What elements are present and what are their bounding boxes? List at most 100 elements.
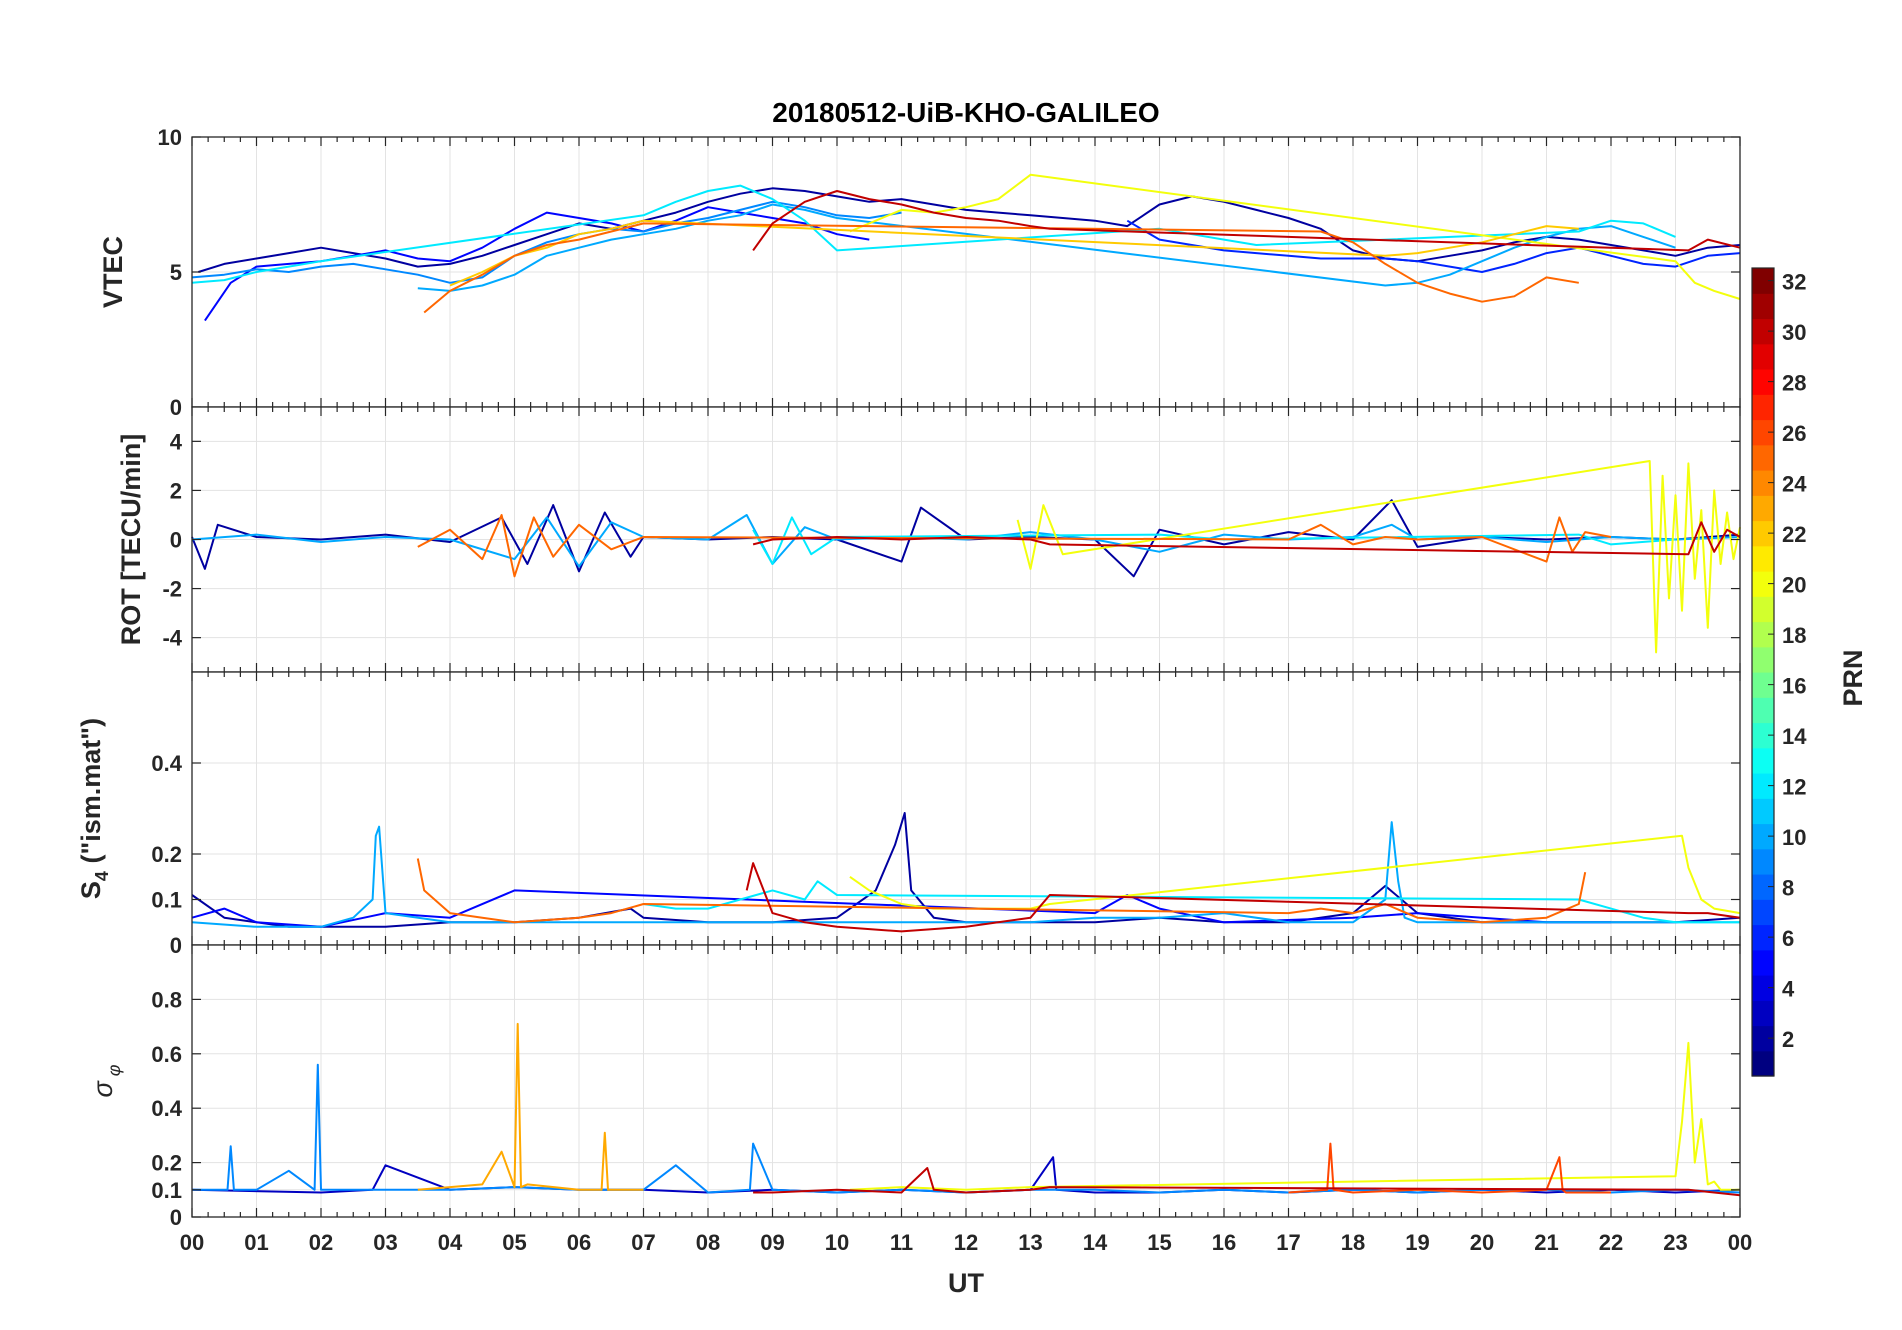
colorbar-segment [1752, 874, 1774, 900]
colorbar-tick-label: 24 [1782, 472, 1807, 497]
x-tick-label: 01 [244, 1230, 268, 1255]
series-prn-12 [191, 184, 1676, 284]
colorbar-segment [1752, 293, 1774, 320]
x-tick-label: 02 [309, 1230, 333, 1255]
series-prn-2 [191, 812, 1741, 928]
x-tick-label: 00 [180, 1230, 204, 1255]
y-tick-label: 0.4 [151, 1096, 182, 1121]
colorbar-segment [1752, 924, 1774, 951]
colorbar-segment [1752, 722, 1774, 749]
colorbar-tick-label: 16 [1782, 674, 1806, 699]
x-tick-label: 14 [1083, 1230, 1108, 1255]
series-prn-25 [417, 514, 1612, 578]
x-tick-label: 13 [1018, 1230, 1042, 1255]
x-tick-label: 21 [1534, 1230, 1558, 1255]
y-tick-label: 0.6 [151, 1042, 182, 1067]
x-tick-label: 03 [373, 1230, 397, 1255]
y-tick-label: 0 [170, 933, 182, 958]
x-tick-label: 09 [760, 1230, 784, 1255]
series-prn-6 [1126, 219, 1741, 273]
series-prn-12 [752, 516, 1676, 565]
series-prn-2 [198, 187, 1741, 273]
colorbar-segment [1752, 596, 1774, 623]
colorbar-tick-label: 4 [1782, 977, 1795, 1002]
y-tick-label: 0 [170, 528, 182, 553]
x-axis-label: UT [948, 1268, 984, 1298]
series-prn-10 [417, 203, 1676, 292]
x-tick-label: 00 [1728, 1230, 1752, 1255]
y-tick-label: 0.4 [151, 751, 182, 776]
colorbar-segment [1752, 343, 1774, 370]
series-prn-5 [204, 206, 870, 322]
x-tick-label: 10 [825, 1230, 849, 1255]
y-tick-label: 0.2 [151, 1151, 182, 1176]
y-tick-label: 0 [170, 1205, 182, 1230]
colorbar-tick-label: 22 [1782, 522, 1806, 547]
x-tick-label: 17 [1276, 1230, 1300, 1255]
series-prn-30 [753, 1167, 1741, 1197]
x-tick-label: 22 [1599, 1230, 1623, 1255]
x-tick-label: 05 [502, 1230, 526, 1255]
y-tick-label: 0.1 [151, 1178, 182, 1203]
colorbar-segment [1752, 444, 1774, 471]
colorbar-segment [1752, 672, 1774, 698]
colorbar-segment [1752, 419, 1774, 446]
x-tick-label: 16 [1212, 1230, 1236, 1255]
colorbar-segment [1752, 823, 1774, 850]
colorbar-segment [1752, 571, 1774, 597]
colorbar-segment [1752, 470, 1774, 496]
colorbar-segment [1752, 773, 1774, 799]
colorbar-tick-label: 20 [1782, 573, 1806, 598]
colorbar-segment [1752, 975, 1774, 1001]
series-prn-20 [849, 173, 1741, 300]
panel-sigma_phi: 00.10.2 0.4 0.6 0.8 σ φ [88, 944, 1741, 1230]
x-tick-label: 08 [696, 1230, 720, 1255]
colorbar-segment [1752, 495, 1774, 522]
colorbar-frame [1751, 267, 1775, 1077]
y-tick-label: 0.2 [151, 842, 182, 867]
x-tick-label: 23 [1663, 1230, 1687, 1255]
panel-s4: 0 0.1 0.2 0.4 S4 ("ism.mat") [76, 671, 1741, 958]
chart-title: 20180512-UiB-KHO-GALILEO [772, 97, 1159, 128]
colorbar-segment [1752, 394, 1774, 421]
x-tick-label: 19 [1405, 1230, 1429, 1255]
x-tick-label: 04 [438, 1230, 463, 1255]
colorbar-segment [1752, 1025, 1774, 1052]
colorbar-segment [1752, 1000, 1774, 1027]
colorbar-segment [1752, 848, 1774, 875]
colorbar-tick-label: 2 [1782, 1027, 1794, 1052]
y-tick-label: 0 [170, 395, 182, 420]
colorbar-segment [1752, 369, 1774, 395]
series-prn-30 [752, 521, 1741, 556]
x-tick-label: 12 [954, 1230, 978, 1255]
series-prn-25 [423, 222, 1579, 314]
series-prn-30 [752, 190, 1741, 252]
colorbar-tick-label: 14 [1782, 724, 1807, 749]
colorbar-tick-label: 6 [1782, 926, 1794, 951]
colorbar-label: PRN [1838, 649, 1868, 706]
y-tick-label: 4 [170, 429, 183, 454]
series-prn-25 [416, 858, 1587, 924]
colorbar-tick-label: 10 [1782, 825, 1806, 850]
colorbar-segment [1752, 798, 1774, 825]
y-tick-label: -4 [162, 626, 182, 651]
x-tick-label: 18 [1341, 1230, 1365, 1255]
colorbar-segment [1752, 621, 1774, 648]
colorbar-segment [1752, 1050, 1774, 1077]
x-tick-label: 07 [631, 1230, 655, 1255]
y-axis-label-rot: ROT [TECU/min] [116, 434, 146, 645]
colorbar-tick-label: 12 [1782, 775, 1806, 800]
y-tick-label: -2 [162, 577, 182, 602]
colorbar-tick-label: 26 [1782, 421, 1806, 446]
colorbar-segment [1752, 545, 1774, 572]
colorbar-segment [1752, 520, 1774, 547]
series-prn-20 [849, 1041, 1740, 1191]
x-tick-label: 11 [890, 1230, 913, 1255]
colorbar-tick-label: 28 [1782, 371, 1806, 396]
y-axis-label-s4: S4 ("ism.mat") [76, 718, 112, 899]
series-prn-10 [191, 821, 1740, 928]
colorbar-segment [1752, 899, 1774, 926]
